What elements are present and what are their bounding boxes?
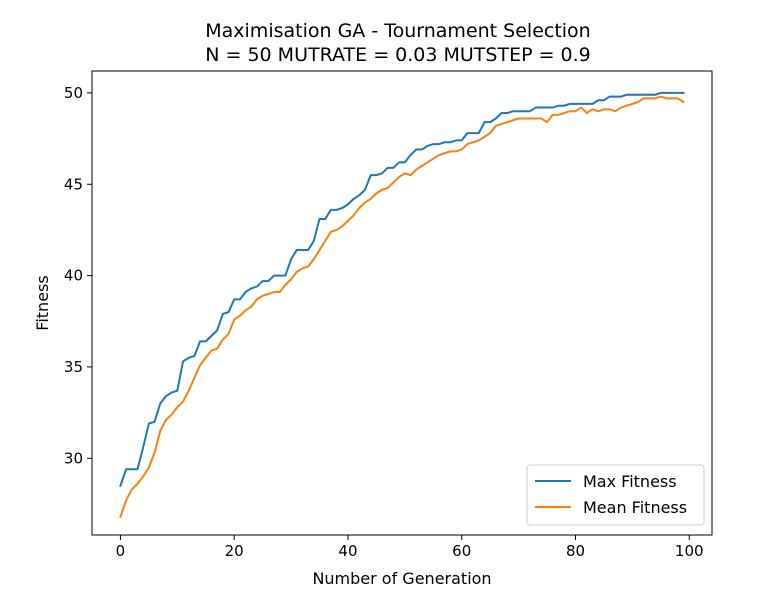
x-tick-label: 0 xyxy=(116,542,126,560)
series-line-mean-fitness xyxy=(119,95,685,519)
chart-title: Maximisation GA - Tournament Selection xyxy=(205,20,590,42)
legend-label-max-fitness: Max Fitness xyxy=(583,472,677,491)
x-tick-label: 20 xyxy=(225,542,244,560)
series-line-max-fitness xyxy=(119,91,685,487)
plot-area: 0 20 40 60 80 100 30 35 40 45 50 xyxy=(64,84,704,560)
y-tick-label: 40 xyxy=(64,267,83,285)
legend-label-mean-fitness: Mean Fitness xyxy=(583,498,687,517)
chart-subtitle: N = 50 MUTRATE = 0.03 MUTSTEP = 0.9 xyxy=(205,44,591,66)
y-tick-label: 45 xyxy=(64,175,83,193)
x-tick-label: 40 xyxy=(338,542,357,560)
x-tick-label: 100 xyxy=(675,542,704,560)
y-axis-label: Fitness xyxy=(33,275,52,330)
y-tick-label: 30 xyxy=(64,449,83,467)
plot-frame xyxy=(91,70,713,536)
legend: Max Fitness Mean Fitness xyxy=(526,464,705,526)
x-tick-label: 80 xyxy=(566,542,585,560)
x-tick-label: 60 xyxy=(452,542,471,560)
y-tick-label: 50 xyxy=(64,84,83,102)
y-tick-label: 35 xyxy=(64,358,83,376)
legend-box xyxy=(526,464,705,526)
x-axis-label: Number of Generation xyxy=(312,569,491,588)
